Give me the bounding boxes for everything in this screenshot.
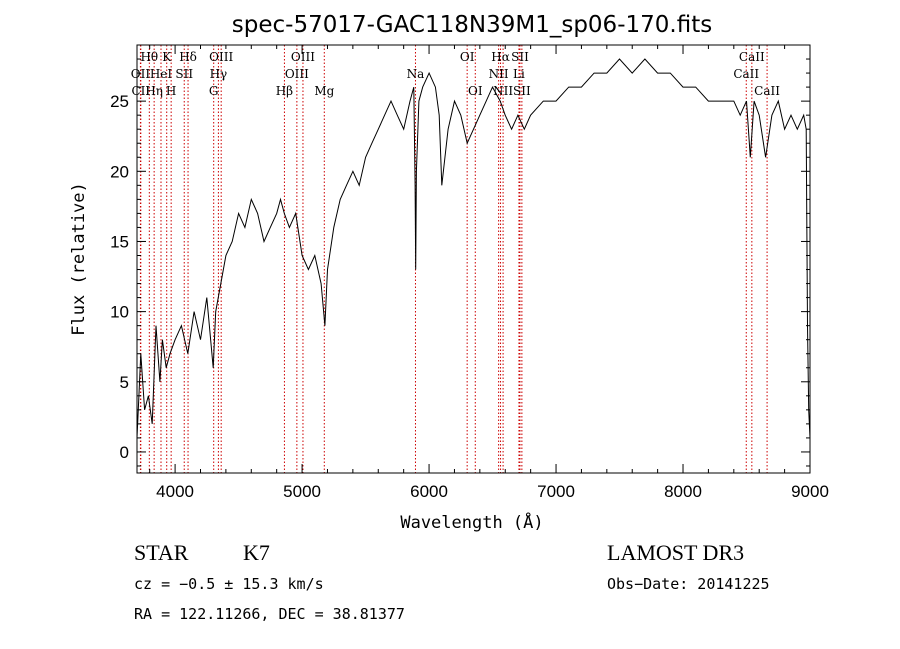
spectral-line-label: Hη: [145, 84, 163, 98]
y-axis-label: Flux (relative): [69, 182, 89, 336]
y-tick-label: 15: [110, 232, 129, 251]
spectral-line-label: OIII: [285, 67, 309, 81]
spectral-line-label: K: [162, 50, 172, 64]
spectral-line-label: Na: [407, 67, 425, 81]
spectral-line-label: NII: [489, 67, 509, 81]
spectral-line-label: Hα: [491, 50, 510, 64]
spectral-line-label: CaII: [733, 67, 759, 81]
y-tick-label: 5: [120, 373, 129, 392]
x-tick-label: 6000: [410, 482, 448, 501]
x-axis-ticks: 4000 5000 6000 7000 8000 9000: [149, 45, 829, 501]
spectral-line-label: H: [166, 84, 176, 98]
observation-date: Obs−Date: 20141225: [607, 575, 770, 593]
spectral-line-label: SII: [513, 84, 531, 98]
spectral-line-label: Hγ: [210, 67, 228, 81]
x-tick-label: 9000: [791, 482, 829, 501]
sky-coordinates: RA = 122.11266, DEC = 38.81377: [134, 605, 405, 623]
y-axis-ticks: 0 5 10 15 20 25: [110, 58, 810, 467]
spectral-line-labels: Hθ OII CII K HeI Hη H Hδ SII OIII Hγ G OIII OIII Hβ Mg N…: [131, 50, 780, 98]
spectral-line-label: OIII: [209, 50, 233, 64]
spectral-line-label: SII: [511, 50, 529, 64]
spectral-line-label: OI: [468, 84, 483, 98]
x-tick-label: 5000: [283, 482, 321, 501]
spectral-line-label: OI: [460, 50, 475, 64]
spectral-line-label: Hθ: [140, 50, 158, 64]
spectral-line-label: SII: [175, 67, 193, 81]
spectral-line-label: HeI: [150, 67, 173, 81]
y-tick-label: 0: [120, 443, 129, 462]
object-subclass: K7: [243, 540, 270, 565]
y-tick-label: 25: [110, 92, 129, 111]
chart-title: spec-57017-GAC118N39M1_sp06-170.fits: [232, 12, 712, 38]
spectral-line-label: CaII: [739, 50, 765, 64]
x-axis-label: Wavelength (Å): [400, 511, 543, 533]
spectral-line-markers: [139, 45, 768, 473]
spectral-line-label: G: [209, 84, 219, 98]
spectral-line-label: OII: [131, 67, 151, 81]
spectral-line-label: Li: [513, 67, 525, 81]
spectral-line-label: CII: [131, 84, 150, 98]
x-tick-label: 7000: [537, 482, 575, 501]
spectral-line-label: Hδ: [179, 50, 197, 64]
x-tick-label: 4000: [156, 482, 194, 501]
redshift-velocity: cz = −0.5 ± 15.3 km/s: [134, 575, 324, 593]
spectral-line-label: OIII: [291, 50, 315, 64]
spectral-line-label: Hβ: [276, 84, 293, 98]
spectral-line-label: CaII: [754, 84, 780, 98]
spectral-line-label: NII: [493, 84, 513, 98]
spectral-line-label: Mg: [314, 84, 334, 98]
x-tick-label: 8000: [664, 482, 702, 501]
object-class: STAR: [134, 540, 189, 565]
y-tick-label: 20: [110, 162, 129, 181]
plot-frame: [136, 44, 811, 474]
spectrum-series-line: [136, 58, 811, 438]
survey-name: LAMOST DR3: [607, 540, 744, 565]
y-tick-label: 10: [110, 303, 129, 322]
